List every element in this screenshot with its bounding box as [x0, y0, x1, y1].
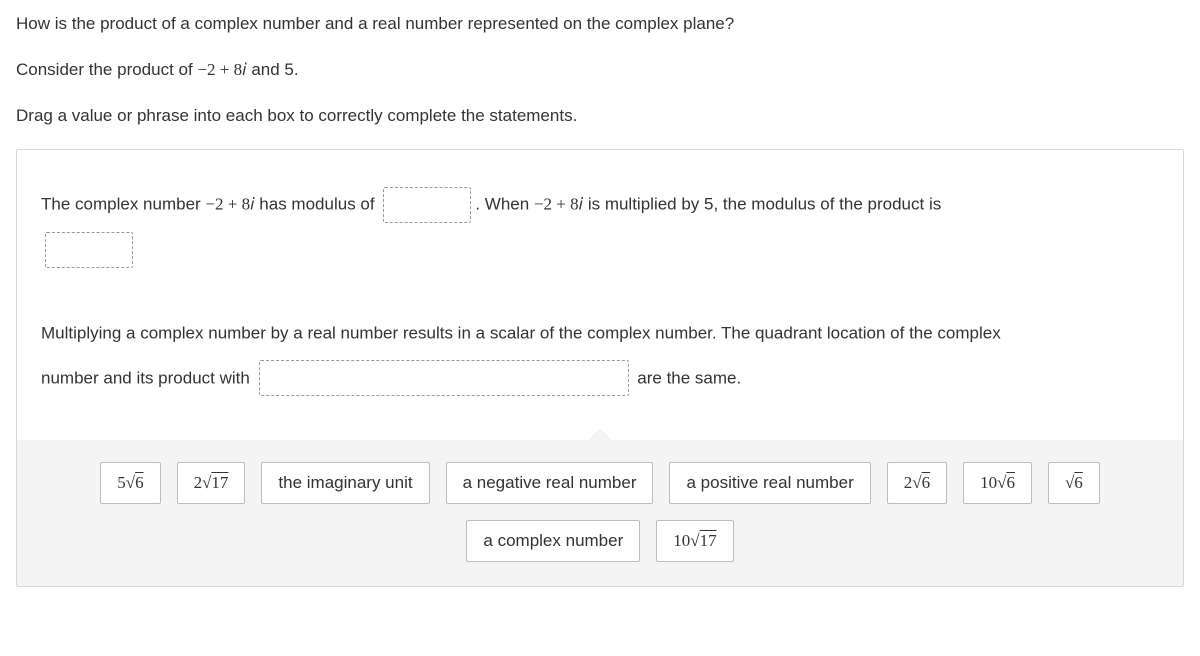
s1-part1-post: has modulus of — [255, 195, 380, 214]
s1-part1-expr: −2 + 8𝑖 — [205, 195, 254, 214]
s1-part1-pre: The complex number — [41, 195, 205, 214]
drop-slot-modulus[interactable] — [383, 187, 471, 223]
drop-slot-product-modulus[interactable] — [45, 232, 133, 268]
work-area: The complex number −2 + 8𝑖 has modulus o… — [16, 149, 1184, 587]
s2-line2-pre: number and its product with — [41, 368, 255, 387]
answer-tile[interactable]: 10√17 — [656, 520, 733, 562]
tile-row-2: a complex number 10√17 — [41, 520, 1159, 562]
answer-tile[interactable]: a positive real number — [669, 462, 870, 504]
answer-tile[interactable]: 10√6 — [963, 462, 1032, 504]
s2-line1: Multiplying a complex number by a real n… — [41, 324, 1001, 343]
tiles-area: 5√6 2√17 the imaginary unit a negative real… — [17, 440, 1183, 586]
consider-post: and 5. — [247, 60, 299, 79]
intro-block: How is the product of a complex number a… — [16, 12, 1184, 127]
consider-expr: −2 + 8𝑖 — [197, 60, 246, 79]
instruction-text: Drag a value or phrase into each box to … — [16, 104, 1184, 128]
consider-pre: Consider the product of — [16, 60, 197, 79]
answer-tile[interactable]: 5√6 — [100, 462, 160, 504]
consider-text: Consider the product of −2 + 8𝑖 and 5. — [16, 58, 1184, 82]
answer-tile[interactable]: a complex number — [466, 520, 640, 562]
notch-icon — [588, 428, 612, 440]
s1-part2-post: is multiplied by 5, the modulus of the p… — [583, 195, 941, 214]
statement-2: Multiplying a complex number by a real n… — [41, 311, 1159, 400]
s1-part2-pre: . When — [475, 195, 534, 214]
tile-row-1: 5√6 2√17 the imaginary unit a negative real… — [41, 462, 1159, 504]
statement-1: The complex number −2 + 8𝑖 has modulus o… — [41, 182, 1159, 271]
answer-tile[interactable]: 2√17 — [177, 462, 246, 504]
s1-part2-expr: −2 + 8𝑖 — [534, 195, 583, 214]
answer-tile[interactable]: the imaginary unit — [261, 462, 429, 504]
s2-line2-post: are the same. — [633, 368, 742, 387]
answer-tile[interactable]: √6 — [1048, 462, 1100, 504]
question-text: How is the product of a complex number a… — [16, 12, 1184, 36]
drop-slot-quadrant-condition[interactable] — [259, 360, 629, 396]
answer-tile[interactable]: 2√6 — [887, 462, 947, 504]
answer-tile[interactable]: a negative real number — [446, 462, 654, 504]
